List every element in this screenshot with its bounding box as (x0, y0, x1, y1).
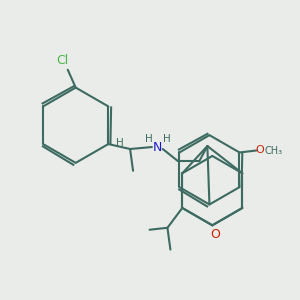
Text: CH₃: CH₃ (264, 146, 282, 157)
Text: Cl: Cl (57, 54, 69, 67)
Text: H: H (116, 138, 124, 148)
Text: H: H (145, 134, 153, 144)
Text: N: N (153, 140, 163, 154)
Text: O: O (255, 146, 264, 155)
Text: O: O (210, 228, 220, 241)
Text: H: H (163, 134, 171, 144)
